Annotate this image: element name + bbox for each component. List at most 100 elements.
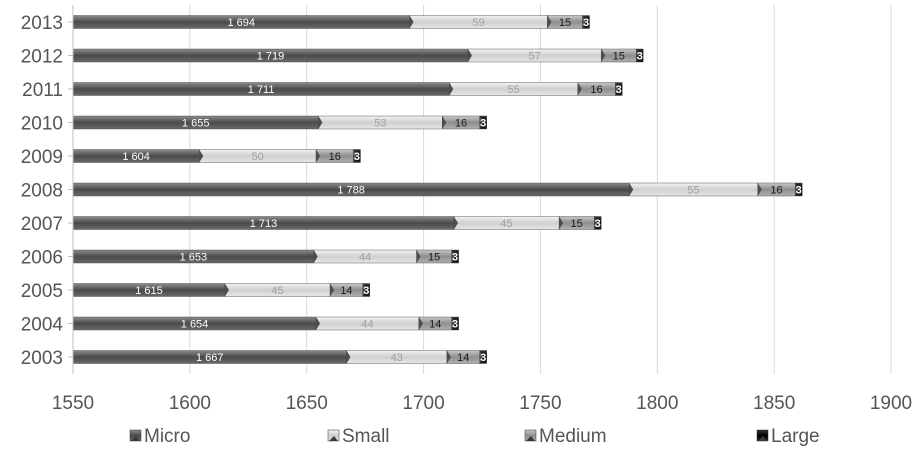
data-label-small: 45 <box>500 218 512 230</box>
bar-bevel <box>316 149 321 163</box>
data-label-micro: 1 653 <box>180 252 208 264</box>
y-category-label: 2011 <box>22 80 63 101</box>
bars <box>72 15 803 364</box>
data-label-micro: 1 604 <box>122 151 150 163</box>
bar-bevel <box>409 15 414 29</box>
data-label-medium: 14 <box>340 285 352 297</box>
data-label-medium: 15 <box>559 17 571 29</box>
bar-bevel <box>601 49 606 62</box>
bar-bevel <box>453 216 458 230</box>
bar-bevel <box>362 283 367 297</box>
data-label-medium: 16 <box>770 185 782 197</box>
data-label-large: 3 <box>595 218 601 230</box>
bar-bevel <box>330 283 335 297</box>
x-tick-label: 1850 <box>753 393 795 414</box>
bar-bevel <box>795 183 800 196</box>
data-label-large: 3 <box>363 285 369 297</box>
x-tick-label: 1600 <box>169 393 211 414</box>
data-label-small: 50 <box>252 151 264 163</box>
data-label-small: 43 <box>391 352 403 364</box>
x-axis: 1550 1600 1650 1700 1750 1800 1850 1900 <box>52 393 912 414</box>
data-label-small: 59 <box>472 17 484 29</box>
legend-label-micro: Micro <box>144 426 190 447</box>
data-label-medium: 15 <box>571 218 583 230</box>
data-label-large: 3 <box>452 319 458 331</box>
data-label-medium: 15 <box>428 252 440 264</box>
data-label-small: 44 <box>361 319 373 331</box>
bar-bevel <box>615 82 620 96</box>
bar-bevel <box>479 350 484 364</box>
x-tick-label: 1750 <box>519 393 561 414</box>
data-label-micro: 1 667 <box>196 352 224 364</box>
bar-bevel <box>446 350 451 364</box>
y-category-label: 2006 <box>21 248 63 269</box>
bar-bevel <box>224 283 229 297</box>
data-label-small: 53 <box>374 118 386 130</box>
x-tick-label: 1550 <box>52 393 94 414</box>
bar-bevel <box>451 250 456 263</box>
data-label-micro: 1 655 <box>182 118 210 130</box>
bar-bevel <box>313 250 318 263</box>
legend: Micro Small Medium Large <box>129 426 820 447</box>
y-category-label: 2007 <box>21 214 63 235</box>
data-label-large: 3 <box>480 352 486 364</box>
data-label-micro: 1 719 <box>257 51 285 63</box>
bar-bevel <box>449 82 454 96</box>
x-tick-label: 1800 <box>636 393 678 414</box>
legend-swatch-bevel <box>758 436 767 441</box>
y-category-label: 2005 <box>21 281 63 302</box>
data-label-micro: 1 711 <box>248 84 275 96</box>
data-label-small: 44 <box>359 252 371 264</box>
data-label-large: 3 <box>796 185 802 197</box>
legend-label-medium: Medium <box>539 426 607 447</box>
data-label-micro: 1 713 <box>250 218 278 230</box>
data-label-medium: 15 <box>613 51 625 63</box>
x-tick-label: 1700 <box>402 393 444 414</box>
data-label-small: 55 <box>687 185 699 197</box>
bar-bevel <box>442 116 447 129</box>
data-label-large: 3 <box>616 84 622 96</box>
data-label-micro: 1 694 <box>228 17 256 29</box>
bar-bevel <box>199 149 204 163</box>
data-label-micro: 1 788 <box>337 185 365 197</box>
data-label-large: 3 <box>583 17 589 29</box>
x-tick-label: 1650 <box>286 393 328 414</box>
y-category-label: 2008 <box>21 181 63 202</box>
bar-bevel <box>418 317 423 330</box>
y-category-label: 2003 <box>21 348 63 369</box>
data-label-medium: 16 <box>590 84 602 96</box>
data-label-large: 3 <box>354 151 360 163</box>
data-label-micro: 1 654 <box>181 319 209 331</box>
legend-label-large: Large <box>771 426 820 447</box>
data-label-micro: 1 615 <box>135 285 163 297</box>
bar-bevel <box>451 317 456 330</box>
data-label-small: 57 <box>528 51 540 63</box>
bar-bevel <box>636 49 641 62</box>
bar-bevel <box>479 116 484 129</box>
bar-bevel <box>316 317 321 330</box>
bar-bevel <box>577 82 582 96</box>
legend-swatch-bevel <box>329 436 338 441</box>
y-category-label: 2009 <box>21 147 63 168</box>
data-label-large: 3 <box>480 118 486 130</box>
legend-swatch-bevel <box>131 436 140 441</box>
bar-bevel <box>467 49 472 62</box>
data-label-medium: 16 <box>329 151 341 163</box>
bar-bevel <box>629 183 634 196</box>
data-label-medium: 14 <box>429 319 441 331</box>
data-label-small: 45 <box>271 285 283 297</box>
y-category-label: 2013 <box>21 13 63 34</box>
y-axis: 2013 2012 2011 2010 2009 2008 2007 2006 2005 2004… <box>21 5 74 374</box>
bar-bevel <box>559 216 564 230</box>
data-label-medium: 16 <box>455 118 467 130</box>
y-category-label: 2012 <box>21 47 63 68</box>
y-category-label: 2004 <box>21 315 64 336</box>
bar-bevel <box>318 116 323 129</box>
bar-bevel <box>757 183 762 196</box>
bar-bevel <box>547 15 552 29</box>
bar-bevel <box>353 149 358 163</box>
legend-label-small: Small <box>342 426 390 447</box>
bar-bevel <box>416 250 421 263</box>
